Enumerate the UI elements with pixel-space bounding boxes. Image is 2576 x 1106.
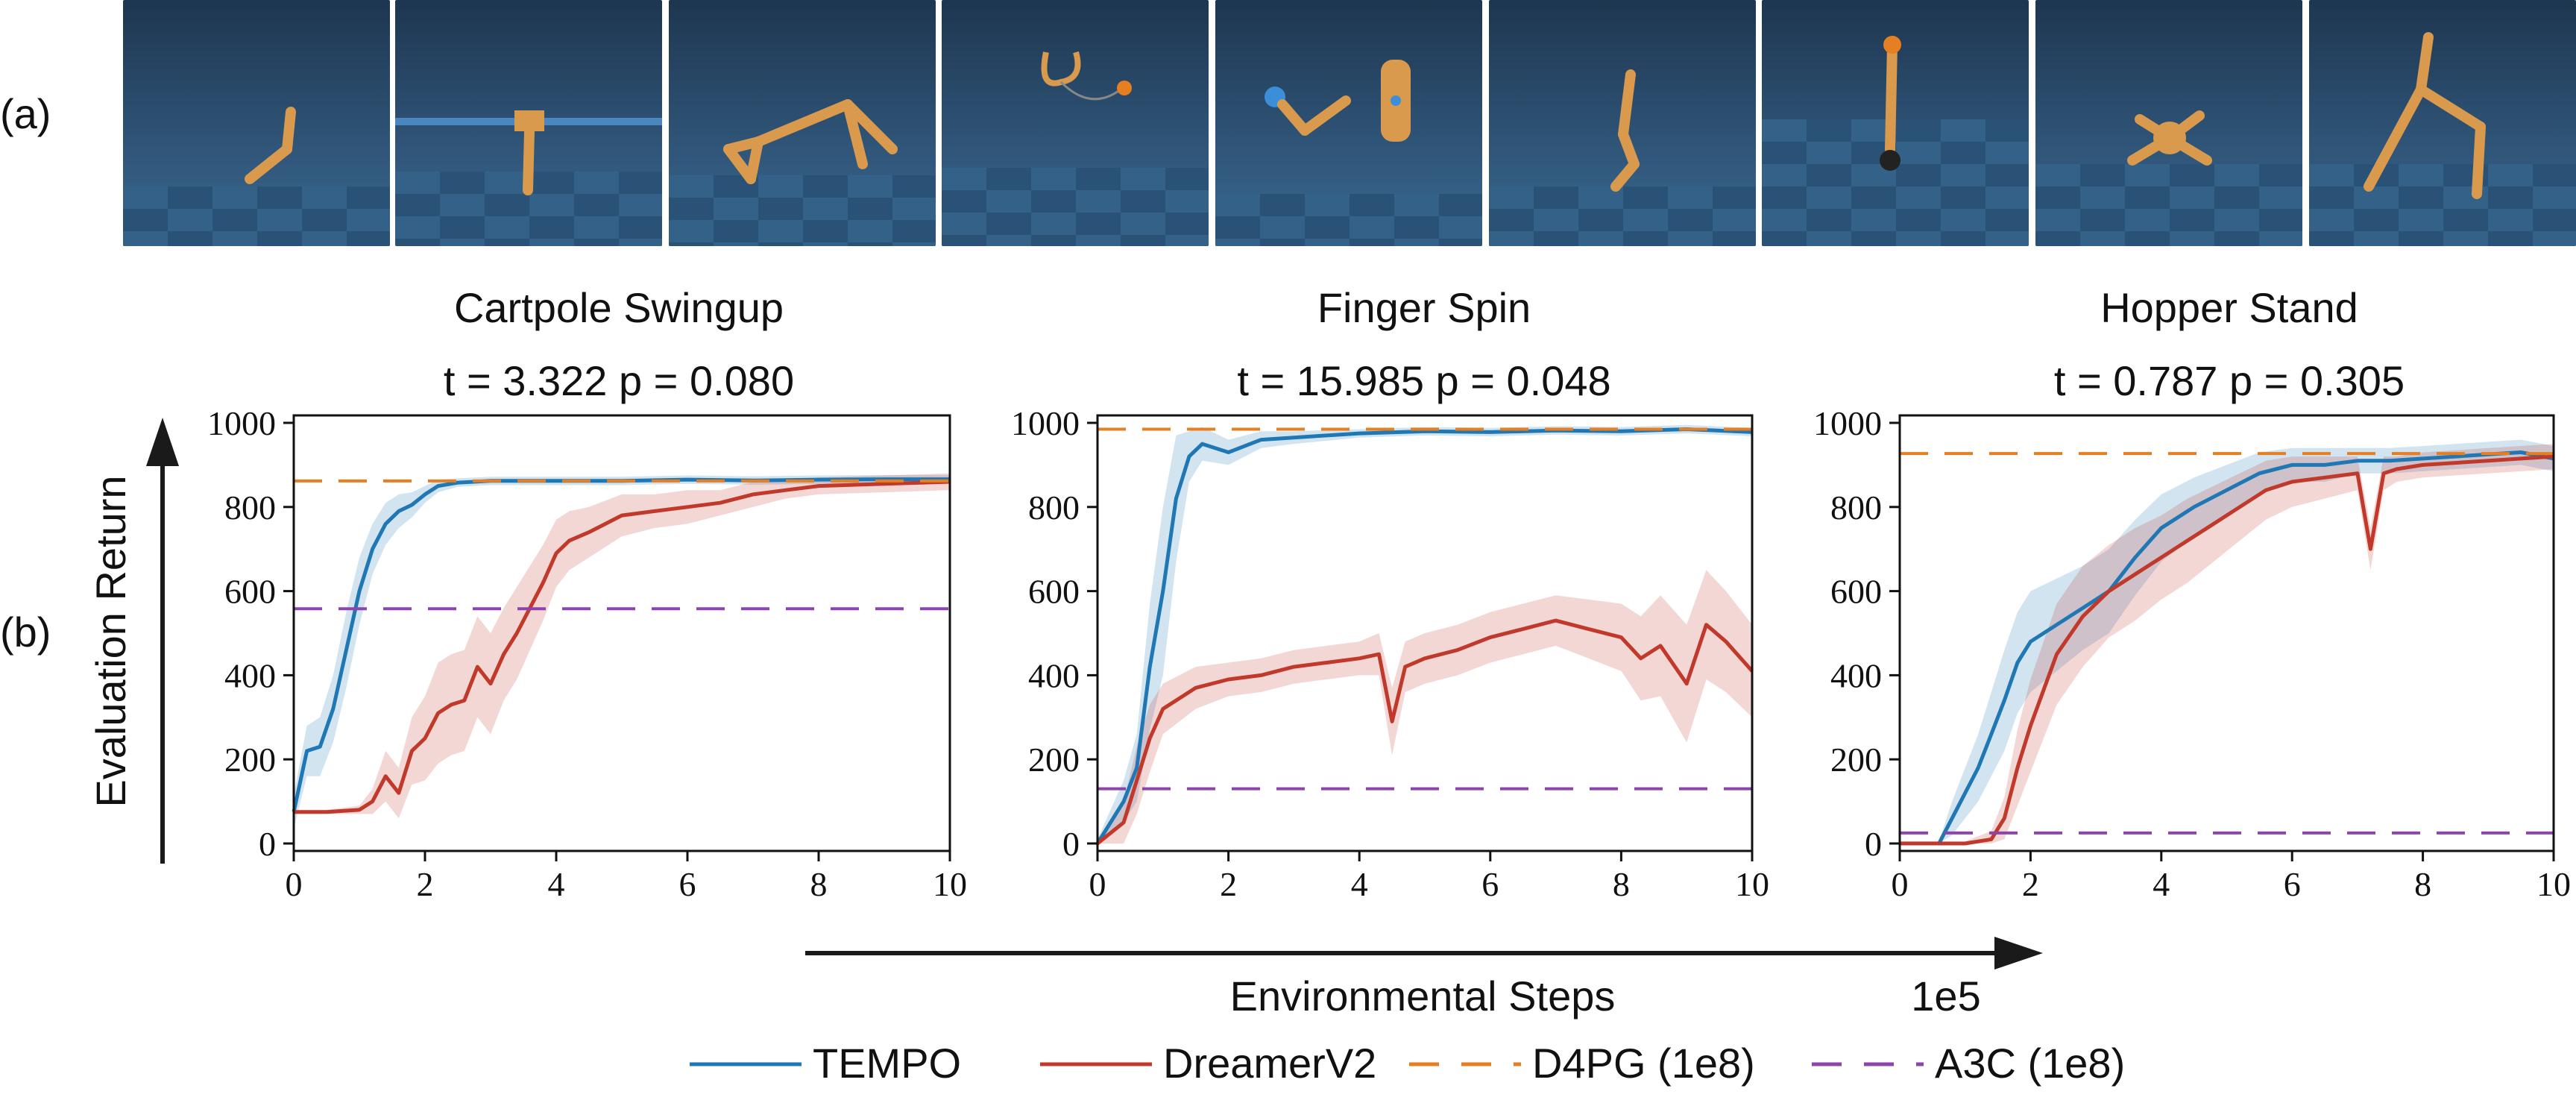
x-tick-label: 8 — [1613, 865, 1630, 903]
x-tick-label: 10 — [933, 865, 967, 903]
legend-label: D4PG (1e8) — [1532, 1040, 1755, 1087]
x-tick-label: 6 — [2284, 865, 2301, 903]
cheetah-thumb — [669, 0, 936, 246]
band-dreamerv2 — [1900, 444, 2554, 843]
y-tick-label: 200 — [1830, 741, 1882, 779]
chart-title: Hopper Stand — [2100, 284, 2358, 331]
chart-0: Cartpole Swingup t = 3.322 p = 0.080 0 200 4… — [207, 284, 967, 903]
y-tick-label: 0 — [1062, 825, 1080, 863]
panel-label-a: (a) — [0, 90, 51, 137]
x-axis-scale: 1e5 — [1911, 973, 1980, 1019]
chart-title: Finger Spin — [1317, 284, 1531, 331]
y-tick-label: 400 — [1830, 656, 1882, 694]
plot-frame — [1096, 414, 1754, 852]
chart-subtitle: t = 0.787 p = 0.305 — [2054, 357, 2405, 404]
cartpole-thumb — [395, 0, 662, 246]
hopper-thumb — [1489, 0, 1756, 246]
plot-frame — [292, 414, 951, 852]
y-tick-label: 600 — [1830, 573, 1882, 611]
finger-thumb — [1215, 0, 1482, 246]
y-axis-title: Evaluation Return — [87, 475, 134, 807]
x-tick-label: 2 — [2022, 865, 2039, 903]
chart-subtitle: t = 3.322 p = 0.080 — [444, 357, 794, 404]
chart-subtitle: t = 15.985 p = 0.048 — [1237, 357, 1610, 404]
plot-frame — [1898, 414, 2555, 852]
x-axis-title: Environmental Steps — [1230, 973, 1616, 1019]
walker2-thumb — [2309, 0, 2576, 246]
x-tick-label: 10 — [1735, 865, 1769, 903]
x-tick-label: 8 — [810, 865, 828, 903]
x-tick-label: 8 — [2414, 865, 2431, 903]
y-tick-label: 800 — [224, 488, 276, 527]
y-tick-label: 0 — [1865, 825, 1882, 863]
y-axis-arrow — [146, 418, 179, 864]
panel-label-b: (b) — [0, 609, 51, 656]
walker-thumb — [123, 0, 390, 246]
x-tick-label: 2 — [417, 865, 434, 903]
series-dreamerv2 — [1096, 618, 1754, 845]
legend-item-dreamerv2: DreamerV2 — [1040, 1040, 1376, 1087]
x-tick-label: 0 — [1892, 865, 1909, 903]
legend-item-tempo: TEMPO — [690, 1040, 961, 1087]
series-dreamerv2 — [294, 480, 951, 814]
y-tick-label: 200 — [1028, 741, 1080, 779]
quadruped-thumb — [2035, 0, 2302, 246]
legend-label: DreamerV2 — [1163, 1040, 1376, 1087]
y-tick-label: 0 — [259, 825, 276, 863]
x-tick-label: 0 — [1089, 865, 1106, 903]
ball-in-cup-thumb — [1762, 0, 2029, 246]
legend-label: A3C (1e8) — [1935, 1040, 2125, 1087]
reacher-thumb — [942, 0, 1209, 246]
band-dreamerv2 — [1098, 570, 1752, 843]
x-tick-label: 10 — [2536, 865, 2571, 903]
legend-item-d4pg-1e8: D4PG (1e8) — [1409, 1040, 1755, 1087]
y-tick-label: 1000 — [207, 404, 276, 442]
y-tick-label: 600 — [1028, 573, 1080, 611]
series-dreamerv2 — [1900, 454, 2554, 846]
y-tick-label: 800 — [1028, 488, 1080, 527]
legend-label: TEMPO — [813, 1040, 961, 1087]
legend-item-a3c-1e8: A3C (1e8) — [1812, 1040, 2125, 1087]
x-tick-label: 4 — [1351, 865, 1368, 903]
x-tick-label: 4 — [548, 865, 565, 903]
y-tick-label: 400 — [1028, 656, 1080, 694]
y-tick-label: 400 — [224, 656, 276, 694]
y-tick-label: 200 — [224, 741, 276, 779]
y-tick-label: 800 — [1830, 488, 1882, 527]
x-tick-label: 4 — [2153, 865, 2170, 903]
y-tick-label: 1000 — [1011, 404, 1080, 442]
x-tick-label: 0 — [286, 865, 303, 903]
chart-title: Cartpole Swingup — [454, 284, 784, 331]
x-tick-label: 2 — [1220, 865, 1237, 903]
x-axis-arrow — [805, 937, 2043, 970]
series-tempo — [1900, 450, 2554, 846]
y-tick-label: 1000 — [1813, 404, 1882, 442]
x-tick-label: 6 — [679, 865, 696, 903]
legend: TEMPO DreamerV2 D4PG (1e8) A3C (1e8) — [690, 1040, 2125, 1087]
x-tick-label: 6 — [1481, 865, 1499, 903]
y-tick-label: 600 — [224, 573, 276, 611]
band-dreamerv2 — [294, 473, 950, 819]
